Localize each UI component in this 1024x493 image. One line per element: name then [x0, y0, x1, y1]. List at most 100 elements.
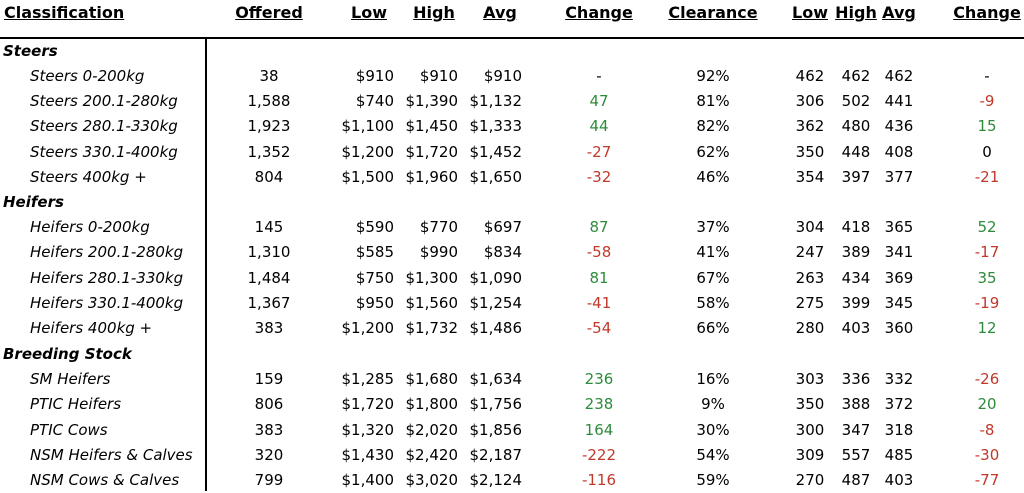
avg-cpkg-cell: 441	[884, 92, 914, 110]
header-avg-cpkg: Avg	[882, 3, 916, 22]
change-cpkg-cell: -19	[974, 294, 1000, 312]
change-cell: 47	[589, 92, 609, 110]
avg-cell: $1,132	[469, 92, 523, 110]
high-cell: $1,560	[405, 294, 459, 312]
clearance-cell: 46%	[696, 168, 730, 186]
table-row: Steers 280.1-330kg 1,923 $1,100 $1,450 $1,33…	[0, 114, 1024, 139]
offered-cell: 383	[254, 319, 284, 337]
row-label: Heifers 280.1-330kg	[30, 269, 184, 287]
row-label: PTIC Cows	[30, 421, 108, 439]
section-breeding-stock: Breeding Stock	[3, 345, 132, 363]
change-cpkg-cell: -	[984, 67, 990, 85]
change-cpkg-cell: 0	[982, 143, 992, 161]
clearance-cell: 37%	[696, 218, 730, 236]
avg-cpkg-cell: 332	[884, 370, 914, 388]
high-cell: $2,020	[405, 421, 459, 439]
low-cpkg-cell: 270	[795, 471, 825, 489]
avg-cell: $1,452	[469, 143, 523, 161]
change-cell: -	[596, 67, 602, 85]
low-cpkg-cell: 247	[795, 243, 825, 261]
avg-cell: $1,090	[469, 269, 523, 287]
low-cpkg-cell: 304	[795, 218, 825, 236]
row-label: Steers 200.1-280kg	[30, 92, 178, 110]
offered-cell: 1,923	[247, 117, 291, 135]
change-cell: 87	[589, 218, 609, 236]
change-cpkg-cell: 52	[977, 218, 997, 236]
table-row: Steers 0-200kg 38 $910 $910 $910 - 92% 462 462 46…	[0, 64, 1024, 89]
offered-cell: 1,588	[247, 92, 291, 110]
high-cell: $1,390	[405, 92, 459, 110]
table-header: Classification Offered Low High Avg Chan…	[0, 0, 1024, 28]
change-cell: 81	[589, 269, 609, 287]
row-label: NSM Heifers & Calves	[30, 446, 193, 464]
section-row: Heifers	[0, 190, 1024, 215]
high-cell: $1,720	[405, 143, 459, 161]
avg-cell: $910	[483, 67, 522, 85]
change-cell: -41	[586, 294, 612, 312]
offered-cell: 1,310	[247, 243, 291, 261]
low-cell: $1,720	[341, 395, 395, 413]
high-cpkg-cell: 399	[841, 294, 871, 312]
header-divider	[0, 37, 1024, 39]
table-row: PTIC Heifers 806 $1,720 $1,800 $1,756 238 9% 35…	[0, 392, 1024, 417]
avg-cpkg-cell: 485	[884, 446, 914, 464]
header-high: High	[413, 3, 455, 22]
offered-cell: 1,367	[247, 294, 291, 312]
header-classification: Classification	[4, 3, 125, 22]
low-cell: $910	[355, 67, 394, 85]
table-row: SM Heifers 159 $1,285 $1,680 $1,634 236 16% 303…	[0, 367, 1024, 392]
avg-cell: $697	[483, 218, 522, 236]
clearance-cell: 62%	[696, 143, 730, 161]
high-cpkg-cell: 403	[841, 319, 871, 337]
header-low: Low	[351, 3, 387, 22]
avg-cell: $1,634	[469, 370, 523, 388]
avg-cpkg-cell: 377	[884, 168, 914, 186]
avg-cell: $1,486	[469, 319, 523, 337]
row-label: Heifers 330.1-400kg	[30, 294, 184, 312]
avg-cell: $1,756	[469, 395, 523, 413]
row-label: Steers 330.1-400kg	[30, 143, 178, 161]
high-cpkg-cell: 389	[841, 243, 871, 261]
clearance-cell: 81%	[696, 92, 730, 110]
low-cell: $585	[355, 243, 394, 261]
clearance-cell: 41%	[696, 243, 730, 261]
avg-cell: $2,124	[469, 471, 523, 489]
low-cpkg-cell: 462	[795, 67, 825, 85]
change-cpkg-cell: 20	[977, 395, 997, 413]
row-label: SM Heifers	[30, 370, 111, 388]
low-cell: $1,430	[341, 446, 395, 464]
row-label: Heifers 200.1-280kg	[30, 243, 184, 261]
avg-cpkg-cell: 365	[884, 218, 914, 236]
high-cell: $2,420	[405, 446, 459, 464]
clearance-cell: 82%	[696, 117, 730, 135]
change-cpkg-cell: -9	[979, 92, 995, 110]
table-row: Heifers 0-200kg 145 $590 $770 $697 87 37% 304 41…	[0, 215, 1024, 240]
table-row: Heifers 280.1-330kg 1,484 $750 $1,300 $1,090…	[0, 266, 1024, 291]
high-cell: $1,300	[405, 269, 459, 287]
change-cell: 164	[584, 421, 614, 439]
low-cpkg-cell: 303	[795, 370, 825, 388]
avg-cpkg-cell: 403	[884, 471, 914, 489]
high-cpkg-cell: 336	[841, 370, 871, 388]
low-cpkg-cell: 350	[795, 395, 825, 413]
section-heifers: Heifers	[3, 193, 64, 211]
header-clearance: Clearance	[668, 3, 758, 22]
section-steers: Steers	[3, 42, 58, 60]
column-divider	[205, 39, 207, 491]
change-cpkg-cell: -77	[974, 471, 1000, 489]
table-row: NSM Heifers & Calves 320 $1,430 $2,420 $2,18…	[0, 443, 1024, 468]
table-row: Steers 330.1-400kg 1,352 $1,200 $1,720 $1,45…	[0, 140, 1024, 165]
row-label: Heifers 0-200kg	[30, 218, 150, 236]
change-cpkg-cell: -21	[974, 168, 1000, 186]
offered-cell: 806	[254, 395, 284, 413]
low-cell: $1,500	[341, 168, 395, 186]
high-cpkg-cell: 502	[841, 92, 871, 110]
avg-cpkg-cell: 436	[884, 117, 914, 135]
high-cell: $1,680	[405, 370, 459, 388]
change-cpkg-cell: -30	[974, 446, 1000, 464]
change-cell: 238	[584, 395, 614, 413]
offered-cell: 159	[254, 370, 284, 388]
header-low-cpkg: Low	[792, 3, 828, 22]
header-high-cpkg: High	[835, 3, 877, 22]
section-row: Breeding Stock	[0, 342, 1024, 367]
